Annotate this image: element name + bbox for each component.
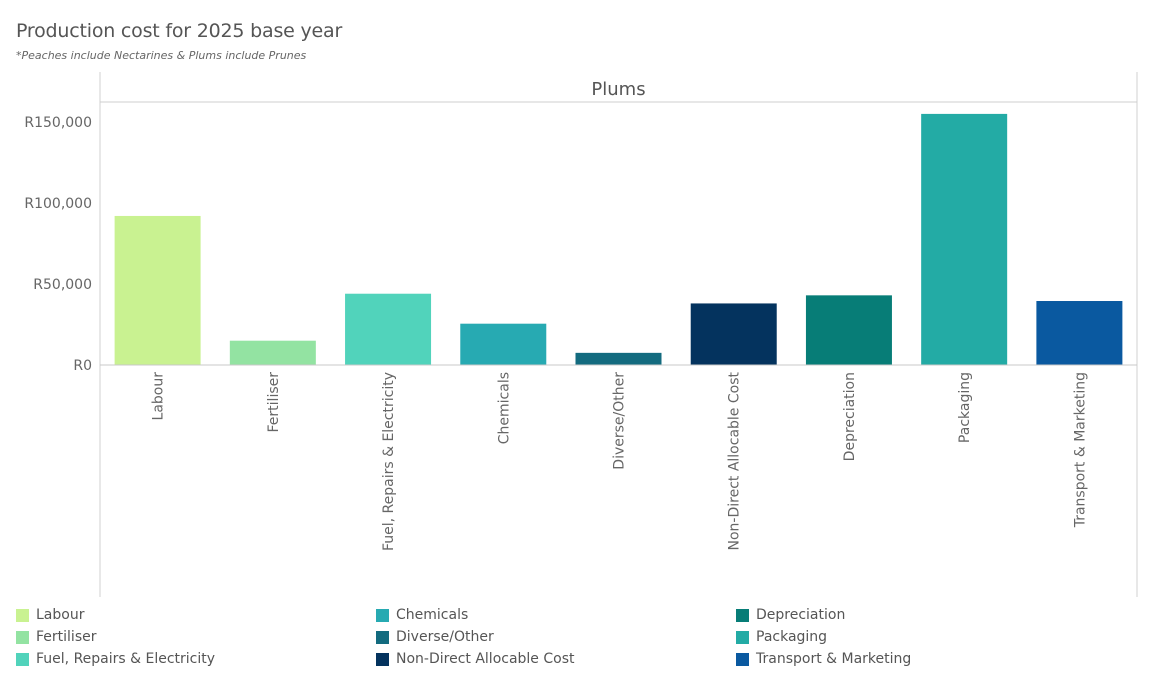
legend-swatch: [16, 652, 29, 666]
legend-label: Diverse/Other: [396, 629, 494, 645]
legend-item[interactable]: Depreciation: [736, 607, 845, 623]
legend-item[interactable]: Labour: [16, 607, 84, 623]
legend-item[interactable]: Chemicals: [376, 607, 468, 623]
x-tick-label: Non-Direct Allocable Cost: [727, 371, 743, 550]
legend-item[interactable]: Non-Direct Allocable Cost: [376, 651, 575, 667]
bar-labour: [114, 215, 201, 365]
y-tick-label: R150,000: [24, 115, 92, 131]
x-tick-label: Fertiliser: [266, 372, 282, 433]
bar-non-direct-allocable-cost: [690, 303, 777, 365]
panel-title: Plums: [591, 79, 645, 100]
x-tick-label: Diverse/Other: [612, 372, 628, 470]
x-tick-label: Labour: [151, 372, 167, 421]
legend-swatch: [736, 608, 749, 622]
bar-depreciation: [805, 295, 892, 365]
x-tick-label: Packaging: [957, 372, 973, 443]
y-tick-label: R100,000: [24, 196, 92, 212]
legend-swatch: [376, 630, 389, 644]
legend-swatch: [376, 608, 389, 622]
legend-label: Fertiliser: [36, 629, 97, 645]
legend-label: Transport & Marketing: [756, 651, 912, 667]
legend-label: Packaging: [756, 629, 828, 645]
legend-item[interactable]: Packaging: [736, 629, 827, 645]
legend-item[interactable]: Transport & Marketing: [736, 651, 911, 667]
legend-label: Chemicals: [396, 607, 469, 623]
legend-label: Non-Direct Allocable Cost: [396, 651, 575, 667]
y-tick-label: R50,000: [33, 277, 92, 293]
legend-swatch: [376, 652, 389, 666]
bar-transport-marketing: [1036, 301, 1123, 365]
legend-label: Depreciation: [756, 607, 846, 623]
bar-fuel-repairs-electricity: [345, 293, 432, 365]
bar-diverse-other: [575, 352, 662, 365]
x-tick-label: Fuel, Repairs & Electricity: [381, 372, 397, 551]
legend-swatch: [16, 630, 29, 644]
legend-swatch: [736, 630, 749, 644]
legend-item[interactable]: Fuel, Repairs & Electricity: [16, 651, 215, 667]
legend-swatch: [16, 608, 29, 622]
legend-item[interactable]: Diverse/Other: [376, 629, 494, 645]
legend: Labour Fertiliser Fuel, Repairs & Electric…: [16, 607, 1136, 677]
x-tick-label: Depreciation: [842, 372, 858, 461]
bar-fertiliser: [229, 340, 316, 365]
y-tick-label: R0: [73, 358, 92, 374]
x-tick-label: Chemicals: [496, 372, 512, 444]
bar-chart: Plums R0 R50,000 R100,000 R150,000 Labour Fert…: [24, 72, 1138, 597]
x-tick-label: Transport & Marketing: [1072, 372, 1088, 528]
legend-label: Labour: [36, 607, 85, 623]
chart-title: Production cost for 2025 base year: [16, 20, 343, 42]
legend-label: Fuel, Repairs & Electricity: [36, 651, 216, 667]
chart-subtitle: *Peaches include Nectarines & Plums incl…: [16, 49, 307, 62]
bar-chemicals: [460, 323, 547, 365]
legend-item[interactable]: Fertiliser: [16, 629, 96, 645]
legend-swatch: [736, 652, 749, 666]
bar-packaging: [921, 113, 1008, 366]
